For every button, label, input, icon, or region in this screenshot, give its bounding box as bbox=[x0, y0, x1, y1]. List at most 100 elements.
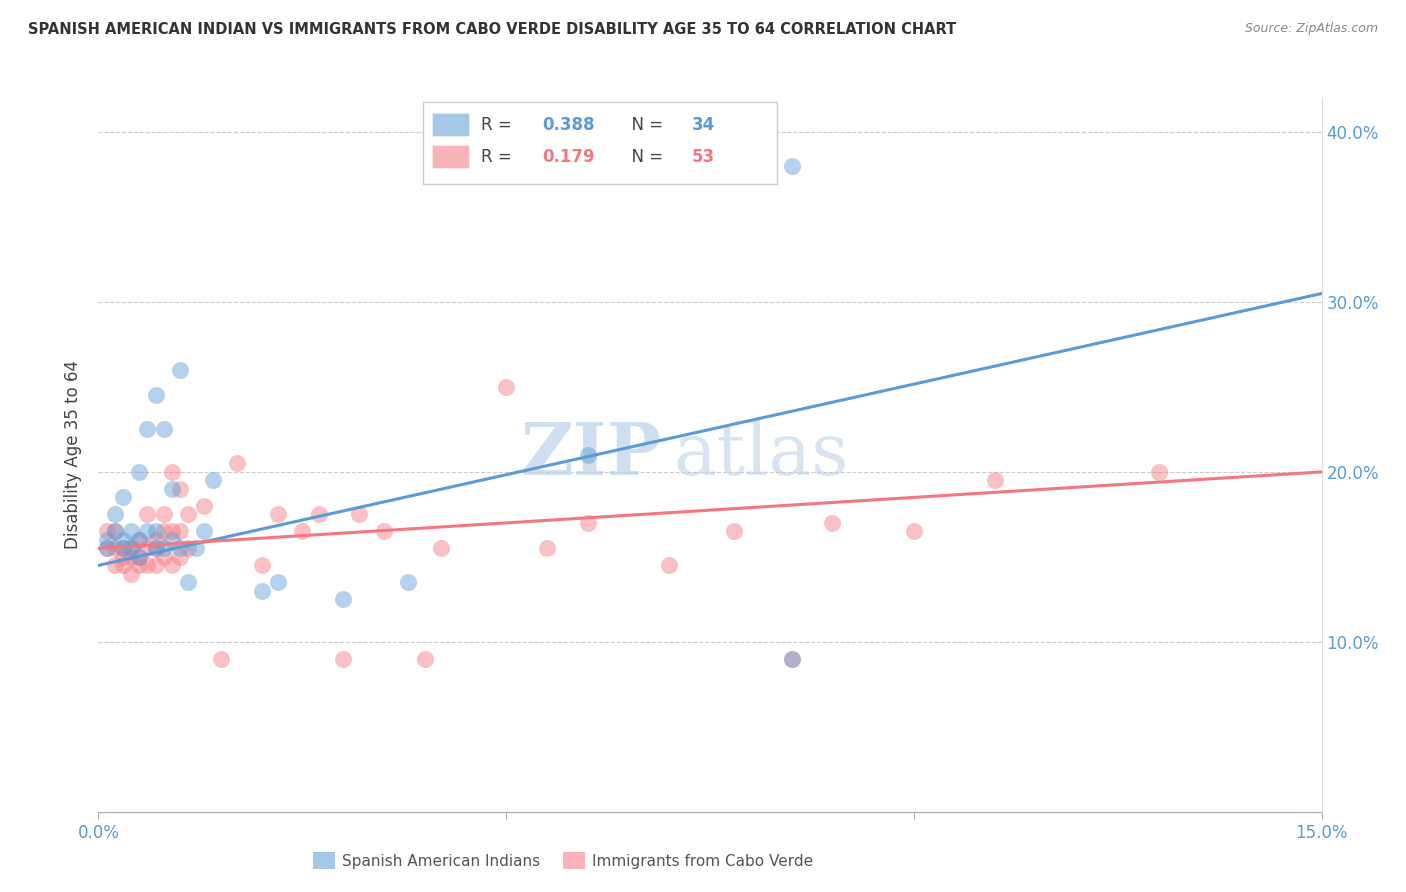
Point bbox=[536, 541, 558, 556]
Point bbox=[250, 558, 273, 573]
Point bbox=[120, 566, 142, 581]
Point bbox=[136, 508, 159, 522]
Point bbox=[128, 465, 150, 479]
Point bbox=[495, 380, 517, 394]
Text: 0.179: 0.179 bbox=[543, 148, 595, 166]
Point bbox=[1147, 465, 1170, 479]
Point bbox=[169, 524, 191, 539]
Point bbox=[193, 499, 215, 513]
Point bbox=[332, 652, 354, 666]
Text: R =: R = bbox=[481, 148, 517, 166]
Point bbox=[576, 448, 599, 462]
FancyBboxPatch shape bbox=[423, 102, 778, 184]
Point bbox=[111, 533, 134, 547]
Point bbox=[120, 524, 142, 539]
Point bbox=[169, 549, 191, 564]
FancyBboxPatch shape bbox=[433, 145, 470, 168]
Point bbox=[128, 549, 150, 564]
Text: 0.388: 0.388 bbox=[543, 116, 595, 134]
Point bbox=[152, 524, 174, 539]
Point bbox=[152, 422, 174, 436]
Point bbox=[160, 465, 183, 479]
Point bbox=[152, 508, 174, 522]
Point bbox=[169, 363, 191, 377]
Point bbox=[780, 159, 803, 173]
Point bbox=[291, 524, 314, 539]
Point bbox=[111, 558, 134, 573]
Point bbox=[145, 524, 167, 539]
Point bbox=[136, 422, 159, 436]
Point bbox=[349, 508, 371, 522]
Point bbox=[145, 541, 167, 556]
Point bbox=[177, 508, 200, 522]
Point bbox=[396, 575, 419, 590]
Text: N =: N = bbox=[620, 116, 668, 134]
Point bbox=[152, 541, 174, 556]
Point bbox=[104, 524, 127, 539]
Point bbox=[226, 457, 249, 471]
Point bbox=[201, 474, 224, 488]
Point bbox=[373, 524, 395, 539]
Point bbox=[177, 575, 200, 590]
Point bbox=[120, 541, 142, 556]
Point bbox=[160, 524, 183, 539]
Point bbox=[96, 533, 118, 547]
Point bbox=[430, 541, 453, 556]
Point bbox=[128, 558, 150, 573]
Point bbox=[104, 541, 127, 556]
Point bbox=[267, 508, 290, 522]
FancyBboxPatch shape bbox=[433, 113, 470, 136]
Point bbox=[111, 541, 134, 556]
Text: 34: 34 bbox=[692, 116, 714, 134]
Point bbox=[821, 516, 844, 530]
Point bbox=[186, 541, 208, 556]
Text: Source: ZipAtlas.com: Source: ZipAtlas.com bbox=[1244, 22, 1378, 36]
Point bbox=[332, 592, 354, 607]
Text: 53: 53 bbox=[692, 148, 714, 166]
Point bbox=[152, 549, 174, 564]
Point bbox=[160, 533, 183, 547]
Point bbox=[111, 491, 134, 505]
Point bbox=[145, 541, 167, 556]
Point bbox=[120, 549, 142, 564]
Point bbox=[96, 541, 118, 556]
Point bbox=[111, 541, 134, 556]
Point bbox=[160, 558, 183, 573]
Point bbox=[128, 549, 150, 564]
Point bbox=[169, 541, 191, 556]
Point bbox=[177, 541, 200, 556]
Point bbox=[780, 652, 803, 666]
Point bbox=[576, 516, 599, 530]
Point bbox=[111, 549, 134, 564]
Point bbox=[780, 652, 803, 666]
Point bbox=[104, 508, 127, 522]
Text: ZIP: ZIP bbox=[520, 419, 661, 491]
Point bbox=[136, 541, 159, 556]
Point bbox=[984, 474, 1007, 488]
Text: N =: N = bbox=[620, 148, 668, 166]
Text: SPANISH AMERICAN INDIAN VS IMMIGRANTS FROM CABO VERDE DISABILITY AGE 35 TO 64 CO: SPANISH AMERICAN INDIAN VS IMMIGRANTS FR… bbox=[28, 22, 956, 37]
Point bbox=[128, 533, 150, 547]
Point bbox=[267, 575, 290, 590]
Point bbox=[413, 652, 436, 666]
Text: atlas: atlas bbox=[673, 419, 849, 491]
Point bbox=[209, 652, 232, 666]
Point bbox=[136, 524, 159, 539]
Point bbox=[128, 533, 150, 547]
Point bbox=[193, 524, 215, 539]
Legend: Spanish American Indians, Immigrants from Cabo Verde: Spanish American Indians, Immigrants fro… bbox=[307, 846, 820, 875]
Point bbox=[104, 524, 127, 539]
Point bbox=[903, 524, 925, 539]
Point bbox=[145, 558, 167, 573]
Point bbox=[658, 558, 681, 573]
Point bbox=[250, 583, 273, 598]
Text: R =: R = bbox=[481, 116, 517, 134]
Point bbox=[136, 558, 159, 573]
Point bbox=[145, 533, 167, 547]
Point bbox=[96, 524, 118, 539]
Point bbox=[145, 388, 167, 402]
Point bbox=[104, 558, 127, 573]
Y-axis label: Disability Age 35 to 64: Disability Age 35 to 64 bbox=[65, 360, 83, 549]
Point bbox=[96, 541, 118, 556]
Point bbox=[308, 508, 330, 522]
